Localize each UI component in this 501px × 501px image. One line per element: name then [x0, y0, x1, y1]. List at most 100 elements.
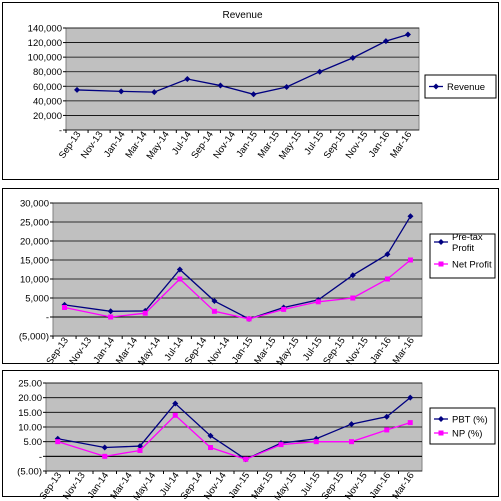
x-tick-label: Sep-14 [179, 470, 206, 501]
legend-marker [438, 430, 444, 436]
data-point [142, 310, 148, 316]
data-point [55, 439, 61, 445]
data-point [316, 68, 323, 75]
x-tick-label: Mar-16 [391, 335, 417, 366]
y-tick-label: 30,000 [20, 199, 49, 210]
y-tick-label: (5,000) [19, 332, 49, 343]
x-tick-label: Jan-16 [368, 470, 394, 500]
data-point [382, 38, 389, 45]
legend-marker [438, 416, 444, 422]
x-tick-label: Jul-15 [299, 470, 323, 498]
data-point [172, 412, 178, 418]
data-point [176, 266, 183, 273]
data-point [243, 456, 249, 462]
data-point [350, 295, 356, 301]
chart-title: Revenue [222, 10, 262, 21]
data-point [211, 308, 217, 314]
y-tick-label: 20,000 [20, 237, 49, 248]
data-point [184, 76, 191, 82]
data-point [107, 308, 114, 315]
data-point [313, 439, 319, 445]
x-tick-label: May-14 [131, 470, 158, 501]
x-tick-label: Jan-16 [368, 335, 394, 365]
data-point [407, 420, 413, 426]
data-point [102, 453, 108, 459]
x-tick-label: Jan-15 [230, 335, 256, 365]
legend-label: Profit [452, 243, 475, 254]
legend-box [424, 74, 497, 99]
x-tick-label: Jul-15 [301, 335, 325, 363]
data-point [62, 305, 68, 310]
data-point [384, 427, 390, 433]
legend-box [429, 407, 496, 445]
y-tick-label: 140,000 [28, 24, 62, 35]
x-tick-label: Sep-14 [189, 129, 216, 160]
data-point [207, 432, 214, 439]
data-point [349, 54, 356, 61]
y-tick-label: 20,000 [33, 111, 62, 122]
x-tick-label: Sep-15 [322, 129, 349, 160]
data-point [172, 400, 179, 407]
legend-label: NP (%) [452, 429, 482, 440]
data-point [108, 314, 114, 320]
y-tick-label: 25.00 [18, 379, 42, 390]
data-point [281, 306, 287, 312]
x-tick-label: May-15 [274, 335, 301, 367]
data-point [101, 444, 108, 451]
y-tick-label: - [39, 452, 42, 463]
x-tick-label: Sep-15 [320, 470, 347, 501]
y-tick-label: 25,000 [20, 218, 49, 229]
x-tick-label: Nov-15 [344, 129, 371, 160]
x-tick-label: Nov-15 [343, 470, 370, 501]
data-point [283, 84, 290, 91]
legend-label: Pre-tax [452, 232, 483, 243]
data-point [208, 445, 213, 451]
y-tick-label: - [46, 313, 49, 324]
data-point [137, 447, 143, 453]
y-tick-label: 60,000 [33, 82, 62, 93]
data-point [383, 413, 390, 420]
y-tick-label: 15,000 [20, 256, 49, 267]
data-point [137, 443, 143, 450]
x-tick-label: Jan-15 [227, 470, 253, 500]
x-tick-label: Nov-14 [211, 129, 238, 160]
data-point [384, 276, 390, 282]
x-tick-label: Nov-13 [67, 335, 94, 366]
data-point [349, 439, 354, 445]
data-point [349, 272, 356, 279]
x-tick-label: Mar-16 [388, 129, 414, 160]
x-tick-label: Nov-13 [79, 129, 106, 160]
data-point [407, 394, 414, 401]
x-tick-label: May-14 [136, 335, 163, 367]
y-tick-label: 20.00 [18, 393, 42, 404]
y-tick-label: - [59, 126, 62, 137]
x-tick-label: May-14 [145, 129, 172, 161]
data-point [404, 31, 411, 38]
x-tick-label: Jul-14 [162, 335, 186, 363]
data-point [118, 88, 125, 95]
legend-label: Net Profit [452, 260, 492, 271]
legend-marker [438, 239, 444, 245]
x-tick-label: Jul-14 [158, 470, 182, 498]
x-tick-label: May-15 [277, 129, 304, 161]
x-tick-label: Nov-14 [202, 470, 229, 501]
data-point [177, 276, 183, 282]
plot-area [52, 202, 423, 337]
y-tick-label: 120,000 [28, 38, 62, 49]
data-point [250, 91, 257, 98]
data-point [246, 316, 252, 322]
y-tick-label: 5,000 [25, 294, 49, 305]
data-point [407, 257, 413, 263]
x-tick-label: Nov-13 [61, 470, 88, 501]
x-tick-label: Jan-14 [91, 335, 117, 365]
data-point [278, 442, 284, 448]
x-tick-label: Mar-16 [390, 470, 416, 501]
y-tick-label: 40,000 [33, 96, 62, 107]
x-tick-label: Nov-14 [206, 335, 233, 366]
x-tick-label: Nov-15 [344, 335, 371, 366]
data-point [384, 251, 391, 258]
legend-marker [433, 83, 439, 90]
data-point [151, 89, 158, 96]
x-tick-label: May-15 [272, 470, 299, 501]
